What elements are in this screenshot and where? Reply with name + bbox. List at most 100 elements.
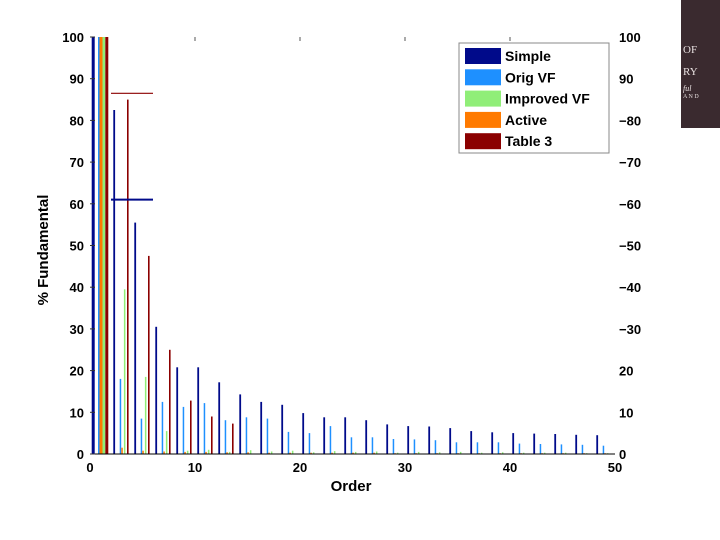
legend-label-0: Simple [505, 48, 551, 64]
y-tick-right-80: −80 [619, 113, 641, 128]
x-tick-40: 40 [503, 460, 517, 475]
bar-table-3-order-1 [105, 37, 109, 454]
bar-simple-order-33 [428, 426, 431, 454]
y-tick-left-80: 80 [70, 113, 84, 128]
bar-orig-vf-order-33 [434, 440, 437, 454]
bar-active-order-11 [205, 451, 207, 454]
bar-simple-order-39 [491, 432, 494, 454]
y-tick-left-0: 0 [77, 447, 84, 462]
bar-orig-vf-order-3 [119, 378, 122, 454]
bar-improved-vf-order-5 [144, 376, 147, 454]
x-tick-50: 50 [608, 460, 622, 475]
bar-orig-vf-order-43 [539, 444, 542, 454]
bar-orig-vf-order-25 [350, 437, 353, 454]
bar-orig-vf-order-31 [413, 439, 416, 454]
bar-orig-vf-order-27 [371, 437, 374, 454]
bar-improved-vf-order-3 [123, 289, 126, 454]
bar-simple-order-43 [533, 433, 536, 454]
bar-improved-vf-order-29 [396, 452, 399, 454]
bar-simple-order-27 [365, 420, 368, 454]
y-tick-right-100: 100 [619, 30, 641, 45]
bar-orig-vf-order-39 [497, 442, 500, 454]
bar-improved-vf-order-7 [165, 431, 168, 454]
bar-orig-vf-order-45 [560, 444, 563, 454]
legend: Simple Orig VF Improved VF Active Table 3 [458, 42, 610, 154]
bar-orig-vf-order-17 [266, 418, 269, 454]
bar-simple-order-35 [449, 428, 452, 454]
legend-swatch-2 [465, 90, 501, 107]
bar-active-order-13 [226, 452, 228, 454]
bar-improved-vf-order-41 [522, 452, 525, 454]
bar-orig-vf-order-15 [245, 417, 248, 454]
legend-swatch-0 [465, 48, 501, 64]
bar-active-order-5 [142, 450, 144, 454]
y-axis-title: % Fundamental [35, 195, 52, 306]
y-tick-left-100: 100 [62, 30, 84, 45]
x-tick-20: 20 [293, 460, 307, 475]
y-tick-right-0: 0 [619, 447, 626, 462]
bar-simple-order-29 [386, 424, 389, 454]
bar-simple-order-9 [176, 367, 179, 454]
y-tick-right-50: −50 [619, 239, 641, 254]
x-tick-30: 30 [398, 460, 412, 475]
legend-label-2: Improved VF [505, 91, 590, 107]
bar-simple-order-25 [344, 417, 347, 454]
bar-improved-vf-order-1 [102, 37, 106, 454]
bar-active-order-3 [121, 447, 123, 454]
y-tick-left-30: 30 [70, 322, 84, 337]
university-logo: OF RY ful A N D [681, 0, 720, 128]
bar-improved-vf-order-25 [354, 451, 357, 454]
legend-swatch-3 [465, 111, 501, 128]
bar-improved-vf-order-45 [564, 452, 567, 454]
bar-simple-order-31 [407, 426, 410, 454]
legend-label-1: Orig VF [505, 69, 556, 85]
bar-orig-vf-order-19 [287, 431, 290, 454]
y-tick-right-20: 20 [619, 364, 633, 379]
bar-improved-vf-order-17 [270, 451, 273, 454]
y-tick-right-60: −60 [619, 197, 641, 212]
bar-table-3-order-3 [127, 99, 129, 454]
bar-improved-vf-order-39 [501, 452, 504, 454]
bar-orig-vf-order-37 [476, 442, 479, 454]
logo-text-2: RY [683, 66, 698, 78]
bar-orig-vf-order-11 [203, 403, 206, 454]
bar-orig-vf-order-35 [455, 442, 458, 454]
bar-simple-order-41 [512, 433, 515, 454]
bar-active-order-17 [268, 452, 270, 454]
bar-orig-vf-order-29 [392, 439, 395, 454]
y-tick-left-70: 70 [70, 155, 84, 170]
bar-improved-vf-order-33 [438, 452, 441, 454]
bar-simple-order-45 [554, 434, 557, 454]
bar-orig-vf-order-23 [329, 426, 332, 454]
bar-simple-order-37 [470, 431, 473, 454]
bar-orig-vf-order-41 [518, 443, 521, 454]
bar-improved-vf-order-37 [480, 452, 483, 454]
bar-table-3-order-5 [148, 255, 150, 454]
bar-simple-order-49 [596, 435, 599, 454]
bar-orig-vf-order-13 [224, 420, 227, 454]
bar-improved-vf-order-35 [459, 451, 462, 454]
bar-simple-order-3 [113, 110, 116, 454]
bar-improved-vf-order-31 [417, 451, 420, 454]
bar-active-order-21 [310, 452, 312, 454]
y-tick-right-70: −70 [619, 155, 641, 170]
bar-improved-vf-order-43 [543, 452, 546, 454]
y-tick-left-20: 20 [70, 364, 84, 379]
bar-improved-vf-order-23 [333, 451, 336, 454]
logo-text-1: OF [683, 44, 698, 56]
bar-orig-vf-order-7 [161, 401, 164, 454]
bar-orig-vf-order-21 [308, 433, 311, 454]
legend-swatch-1 [465, 69, 501, 86]
bar-simple-order-5 [134, 222, 137, 454]
bar-improved-vf-order-21 [312, 452, 315, 454]
bar-simple-order-21 [302, 413, 305, 454]
y-tick-left-60: 60 [70, 197, 84, 212]
bar-improved-vf-order-9 [186, 450, 189, 454]
bar-improved-vf-order-11 [207, 449, 210, 454]
bar-active-order-15 [247, 452, 249, 454]
bar-active-order-9 [184, 451, 186, 454]
bar-table-3-order-9 [190, 400, 192, 454]
y-tick-right-90: 90 [619, 72, 633, 87]
bar-table-3-order-13 [232, 423, 234, 454]
